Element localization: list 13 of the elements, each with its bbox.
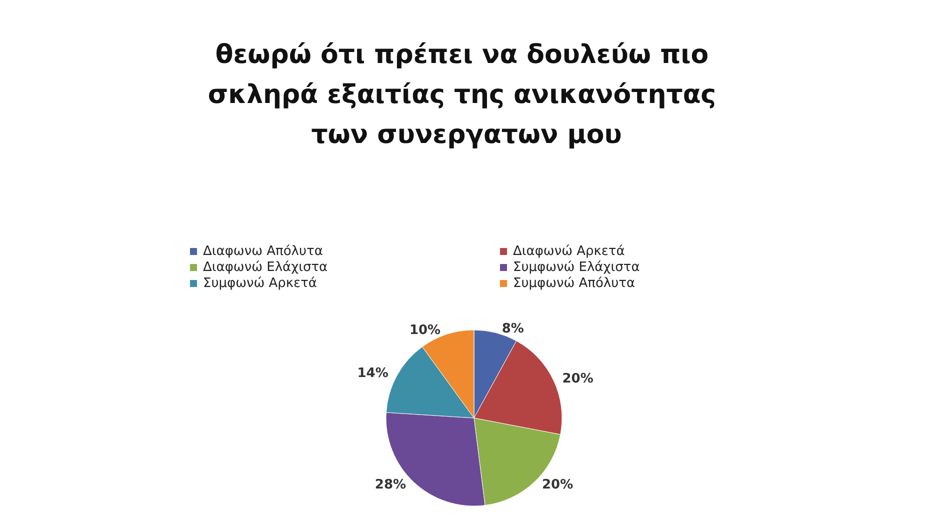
data-label: 20%: [542, 478, 574, 493]
data-label: 28%: [374, 478, 406, 493]
legend-label: Συμφωνώ Αρκετά: [203, 276, 317, 291]
legend-label: Συμφωνώ Ελάχιστα: [513, 260, 640, 275]
data-label: 8%: [502, 321, 524, 336]
legend-label: Συμφωνώ Απόλυτα: [513, 276, 636, 291]
data-label: 20%: [562, 371, 594, 386]
data-label: 10%: [409, 323, 441, 338]
legend-label: Διαφωνώ Ελάχιστα: [203, 260, 328, 275]
data-label: 14%: [357, 366, 388, 382]
legend-label: Διαφωνώ Αρκετά: [513, 244, 625, 259]
legend-label: Διαφωνω Απόλυτα: [203, 244, 323, 259]
chart-title: θεωρώ ότι πρέπει να δουλεύω πιο σκληρά εξαιτίας της ανικανότητας των συνεργατων μου: [208, 40, 726, 150]
